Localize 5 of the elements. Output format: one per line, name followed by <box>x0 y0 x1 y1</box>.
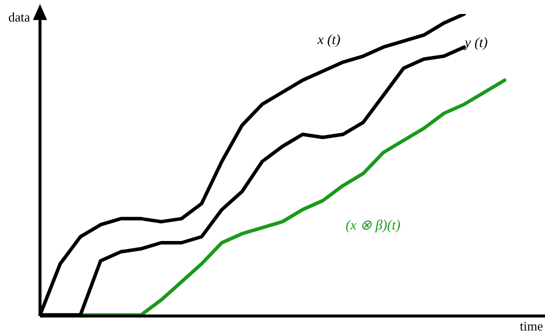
series-label: y (t) <box>462 36 488 51</box>
x-axis-title: time <box>520 318 544 332</box>
y-axis-title: data <box>8 9 30 24</box>
series-label: (x ⊗ β)(t) <box>346 218 401 234</box>
series-label: x (t) <box>316 32 341 48</box>
